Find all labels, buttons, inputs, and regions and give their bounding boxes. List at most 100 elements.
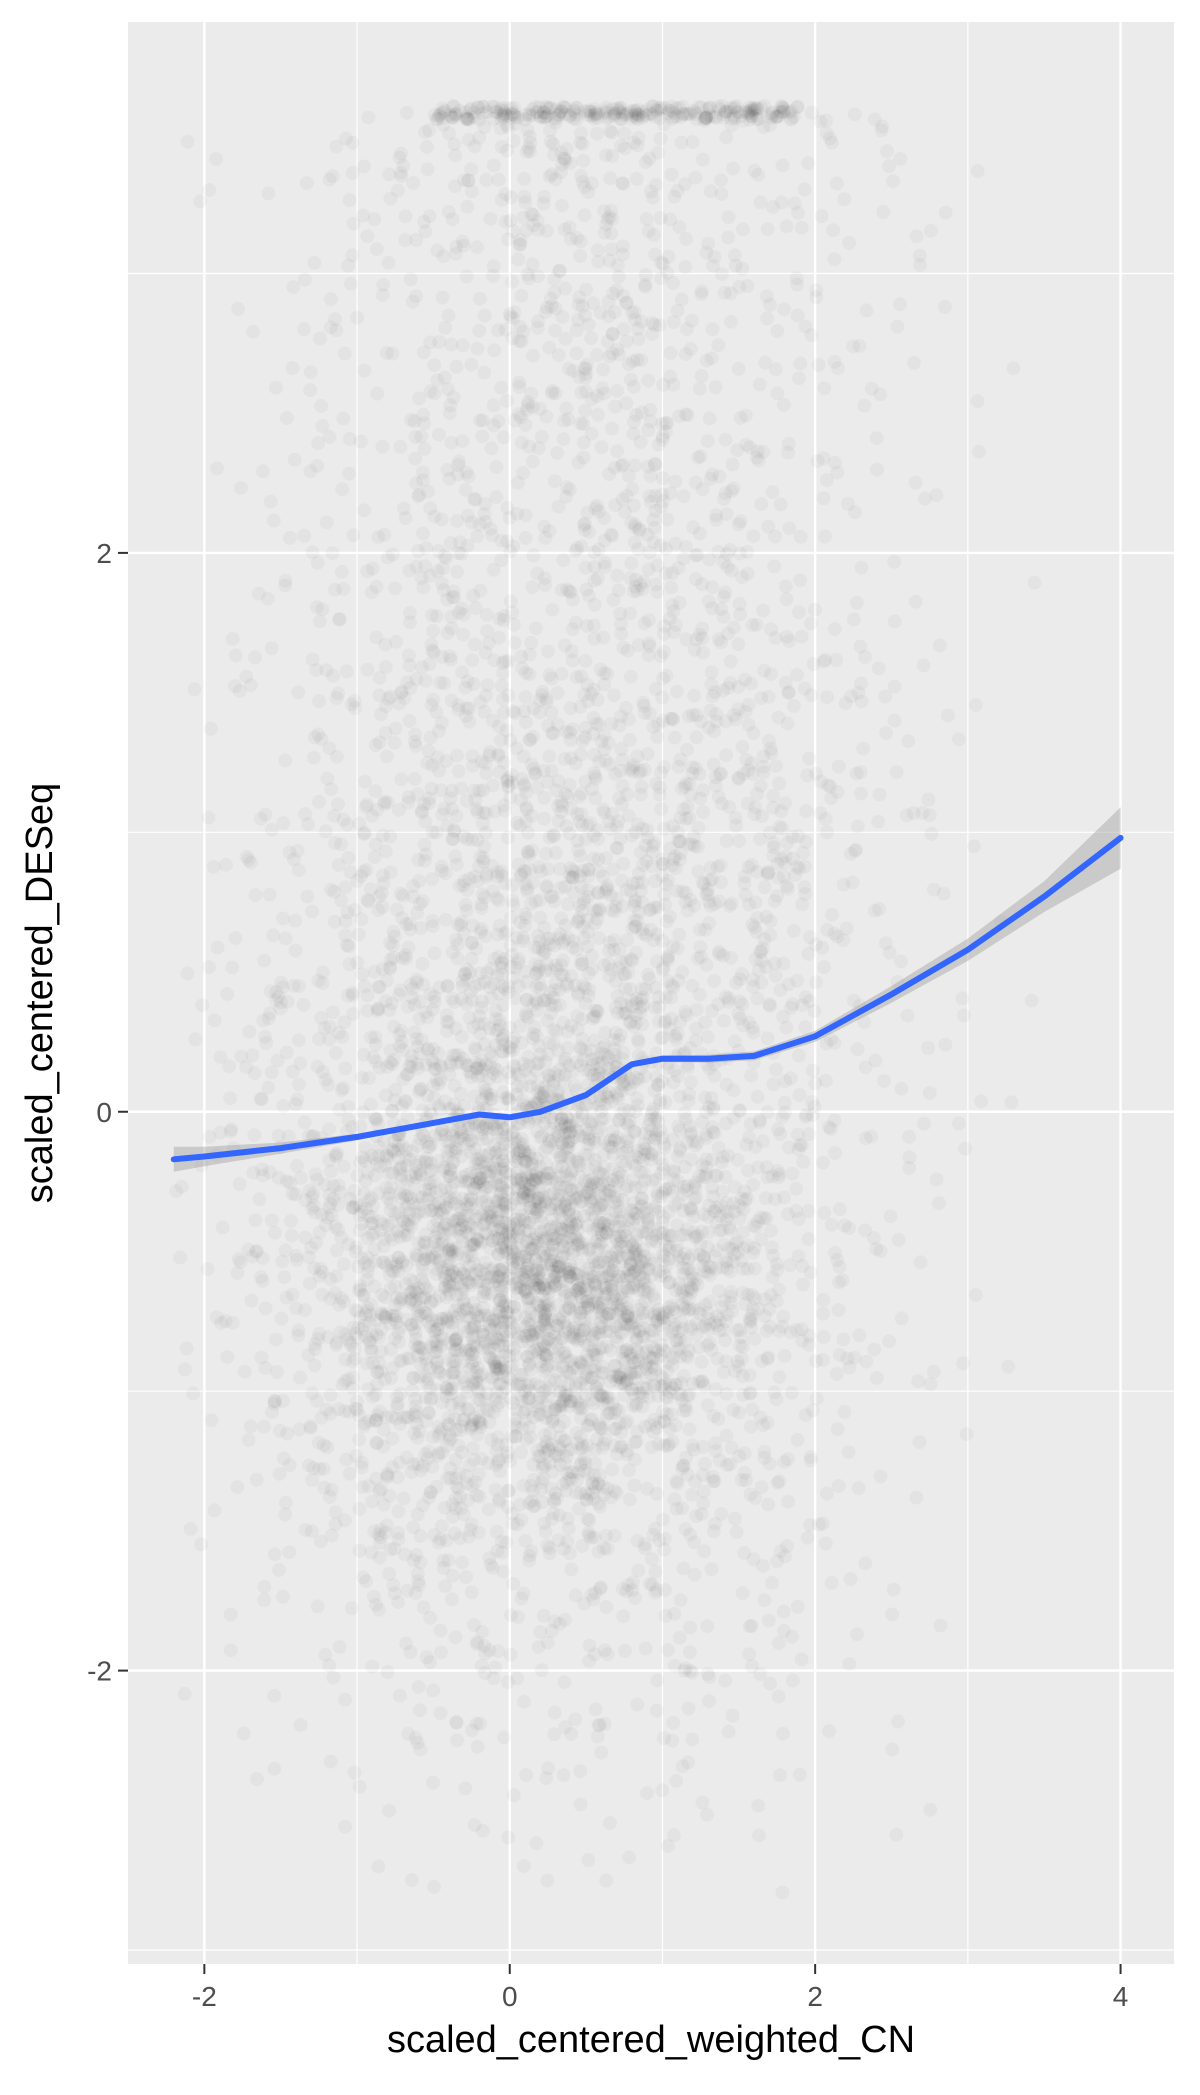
data-point <box>911 1374 925 1388</box>
data-point <box>799 804 813 818</box>
data-point <box>679 1348 693 1362</box>
data-point <box>489 1444 503 1458</box>
data-point <box>387 925 401 939</box>
data-point <box>480 1287 494 1301</box>
data-point <box>701 1225 715 1239</box>
data-point <box>958 1142 972 1156</box>
data-point <box>683 1621 697 1635</box>
data-point <box>542 749 556 763</box>
data-point <box>475 1659 489 1673</box>
data-point <box>539 1316 553 1330</box>
data-point <box>353 1780 367 1794</box>
data-point <box>329 1269 343 1283</box>
data-point <box>505 1430 519 1444</box>
data-point <box>388 1332 402 1346</box>
data-point <box>696 1468 710 1482</box>
data-point <box>335 1030 349 1044</box>
data-point <box>850 1627 864 1641</box>
data-point <box>486 1159 500 1173</box>
data-point <box>434 1624 448 1638</box>
data-point <box>736 1225 750 1239</box>
data-point <box>842 1221 856 1235</box>
data-point <box>430 1243 444 1257</box>
data-point <box>582 1654 596 1668</box>
data-point <box>372 1330 386 1344</box>
data-point <box>909 595 923 609</box>
data-point <box>324 782 338 796</box>
data-point <box>736 1586 750 1600</box>
data-point <box>661 1439 675 1453</box>
data-point <box>679 1522 693 1536</box>
data-point <box>756 1559 770 1573</box>
data-point <box>543 1427 557 1441</box>
data-point <box>529 980 543 994</box>
data-point <box>559 1484 573 1498</box>
data-point <box>450 1715 464 1729</box>
data-point <box>384 1371 398 1385</box>
data-point <box>271 1054 285 1068</box>
data-point <box>738 1466 752 1480</box>
data-point <box>349 1449 363 1463</box>
data-point <box>630 1698 644 1712</box>
data-point <box>438 1579 452 1593</box>
data-point <box>278 1508 292 1522</box>
data-point <box>485 1372 499 1386</box>
data-point <box>506 1577 520 1591</box>
data-point <box>632 1248 646 1262</box>
data-point <box>316 1065 330 1079</box>
data-point <box>685 1733 699 1747</box>
data-point <box>440 1015 454 1029</box>
data-point <box>567 1245 581 1259</box>
data-point <box>349 1240 363 1254</box>
data-point <box>648 1084 662 1098</box>
data-point <box>307 751 321 765</box>
data-point <box>802 752 816 766</box>
data-point <box>449 809 463 823</box>
data-point <box>490 1525 504 1539</box>
data-point <box>416 527 430 541</box>
data-point <box>669 1418 683 1432</box>
data-point <box>258 808 272 822</box>
data-point <box>828 1246 842 1260</box>
data-point <box>534 1234 548 1248</box>
data-point <box>223 1091 237 1105</box>
data-point <box>573 849 587 863</box>
data-point <box>533 911 547 925</box>
data-point <box>869 1242 883 1256</box>
data-point <box>564 1562 578 1576</box>
data-point <box>411 1139 425 1153</box>
data-point <box>431 1449 445 1463</box>
data-point <box>537 1472 551 1486</box>
data-point <box>681 1389 695 1403</box>
data-point <box>601 1647 615 1661</box>
data-point <box>816 1156 830 1170</box>
data-point <box>427 1056 441 1070</box>
data-point <box>551 1298 565 1312</box>
data-point <box>638 1127 652 1141</box>
data-point <box>254 1270 268 1284</box>
data-point <box>816 1353 830 1367</box>
data-point <box>266 928 280 942</box>
data-point <box>742 1647 756 1661</box>
data-point <box>629 946 643 960</box>
data-point <box>367 1590 381 1604</box>
data-point <box>419 1369 433 1383</box>
data-point <box>576 1032 590 1046</box>
data-point <box>967 839 981 853</box>
data-point <box>779 1021 793 1035</box>
data-point <box>250 1772 264 1786</box>
data-point <box>705 665 719 679</box>
data-point <box>884 1209 898 1223</box>
data-point <box>419 1281 433 1295</box>
data-point <box>513 1213 527 1227</box>
data-point <box>328 1286 342 1300</box>
data-point <box>573 1764 587 1778</box>
data-point <box>272 1563 286 1577</box>
data-point <box>331 686 345 700</box>
data-point <box>474 1264 488 1278</box>
data-point <box>677 1302 691 1316</box>
data-point <box>923 1086 937 1100</box>
data-point <box>268 1547 282 1561</box>
data-point <box>501 1831 515 1845</box>
data-point <box>747 1332 761 1346</box>
